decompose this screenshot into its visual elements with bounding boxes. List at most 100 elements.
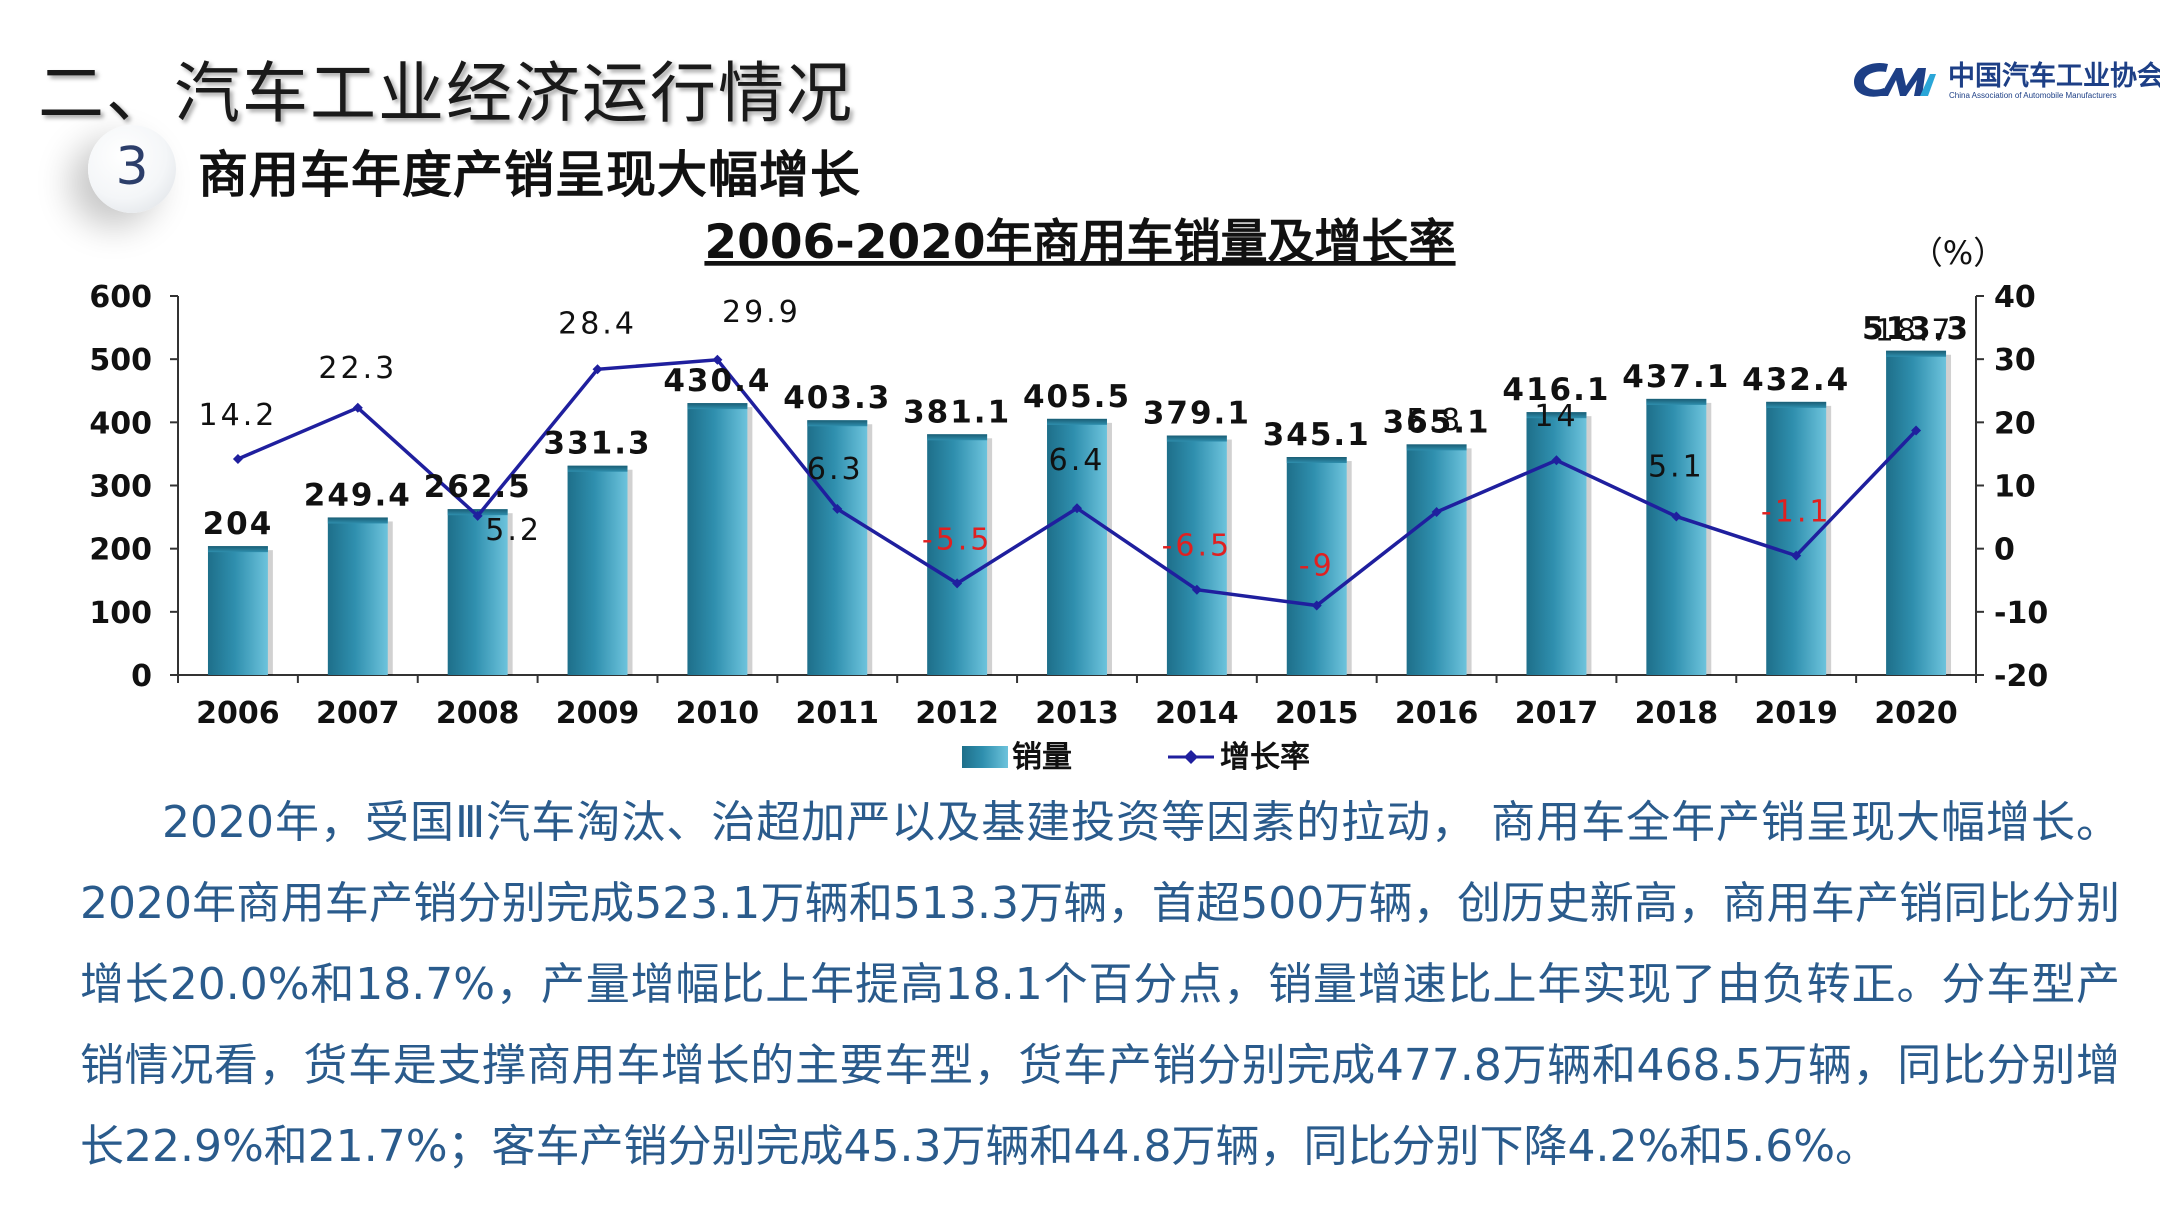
chart-title: 2006-2020年商用车销量及增长率 <box>704 215 1455 270</box>
data-labels: 204 249.4 262.5 331.3 430.4 403.3 381.1 405.5 37… <box>199 295 1970 584</box>
growth-rate-marker <box>352 402 363 413</box>
x-tick-label: 2008 <box>436 696 520 731</box>
growth-rate-label: 28.4 <box>558 306 637 341</box>
x-tick-label: 2013 <box>1035 696 1119 731</box>
right-axis-unit: （%） <box>1911 234 2005 272</box>
legend-marker-growth <box>1184 750 1198 764</box>
bar-cap <box>807 420 868 427</box>
bar-value-label: 432.4 <box>1742 362 1850 398</box>
growth-rate-label: 22.3 <box>318 351 397 386</box>
section-number: 3 <box>115 137 149 197</box>
bar-value-label: 331.3 <box>544 426 652 462</box>
legend-label-sales: 销量 <box>1012 740 1072 775</box>
cam-logo-icon <box>1854 62 1936 97</box>
section-heading: 商用车年度产销呈现大幅增长 <box>198 146 861 204</box>
growth-rate-marker <box>1311 600 1322 611</box>
left-tick-label: 500 <box>89 343 152 378</box>
right-tick-label: -10 <box>1994 596 2048 631</box>
bar <box>207 546 268 675</box>
bar <box>1166 435 1227 675</box>
bar-cap <box>1406 444 1467 451</box>
growth-rate-marker <box>952 578 963 589</box>
left-tick-label: 600 <box>89 280 152 315</box>
bar <box>1526 412 1587 675</box>
growth-rate-marker <box>592 364 603 375</box>
chart-axes: 0 100 200 300 400 500 600 -20 -10 0 10 20 30 40 2006 20… <box>89 280 2048 731</box>
x-tick-label: 2020 <box>1874 696 1958 731</box>
x-tick-label: 2006 <box>196 696 280 731</box>
bar-value-label: 513.3 <box>1862 311 1970 347</box>
line-series <box>232 354 1922 611</box>
bar-value-label: 345.1 <box>1263 417 1371 453</box>
x-tick-label: 2017 <box>1515 696 1599 731</box>
bar-value-label: 249.4 <box>304 477 412 513</box>
left-tick-label: 0 <box>131 659 152 694</box>
slide-title: 二、汽车工业经济运行情况 <box>38 55 854 132</box>
growth-rate-label: 18.7 <box>1875 314 1954 349</box>
left-tick-label: 400 <box>89 406 152 441</box>
growth-rate-marker <box>832 503 843 514</box>
x-tick-label: 2014 <box>1155 696 1239 731</box>
bar-value-label: 262.5 <box>424 469 532 505</box>
growth-rate-marker <box>1072 503 1082 514</box>
growth-rate-label: 29.9 <box>722 295 801 330</box>
bar-value-label: 437.1 <box>1622 359 1730 395</box>
body-paragraph: 2020年，受国Ⅲ汽车淘汰、治超加严以及基建投资等因素的拉动， 商用车全年产销呈… <box>80 797 2120 1172</box>
growth-rate-label: 5.2 <box>485 513 542 548</box>
right-tick-label: 0 <box>1994 533 2015 568</box>
bar-value-label: 365.1 <box>1383 404 1491 440</box>
growth-rate-marker <box>1551 455 1562 466</box>
x-tick-label: 2011 <box>796 696 880 731</box>
logo-name-en: China Association of Automobile Manufact… <box>1949 91 2117 100</box>
right-tick-label: 10 <box>1994 470 2036 505</box>
chart-legend: 销量 增长率 <box>962 740 1310 775</box>
growth-rate-marker <box>232 453 243 464</box>
logo-name-cn: 中国汽车工业协会 <box>1948 61 2160 92</box>
growth-rate-label: -1.1 <box>1761 495 1832 530</box>
bar-cap <box>567 465 628 472</box>
growth-rate-marker <box>1431 507 1442 518</box>
growth-rate-marker <box>1191 584 1202 595</box>
bar-cap <box>927 434 988 441</box>
x-tick-label: 2009 <box>556 696 640 731</box>
x-tick-label: 2016 <box>1395 696 1479 731</box>
bar-series <box>207 350 1952 675</box>
bar-cap <box>1646 398 1707 405</box>
bar <box>1047 418 1107 675</box>
x-tick-label: 2010 <box>676 696 760 731</box>
x-tick-label: 2018 <box>1635 696 1719 731</box>
bar <box>927 434 988 675</box>
sales-growth-chart: 2006-2020年商用车销量及增长率 （%） 0100200300400500… <box>89 215 2048 775</box>
right-tick-label: -20 <box>1994 659 2048 694</box>
bar-value-label: 430.4 <box>663 363 771 399</box>
x-tick-label: 2015 <box>1275 696 1359 731</box>
x-tick-label: 2012 <box>915 696 999 731</box>
legend-label-growth: 增长率 <box>1220 740 1310 775</box>
right-tick-label: 40 <box>1994 280 2036 315</box>
bar <box>1646 398 1707 675</box>
growth-rate-marker <box>1791 550 1802 561</box>
growth-rate-marker <box>712 354 723 365</box>
bar-value-label: 381.1 <box>903 394 1011 430</box>
growth-rate-marker <box>472 510 483 521</box>
bar-cap <box>687 403 748 410</box>
right-tick-label: 30 <box>1994 343 2036 378</box>
growth-rate-label: 5.1 <box>1648 449 1705 484</box>
left-tick-label: 200 <box>89 533 152 568</box>
legend-swatch-sales <box>962 746 1008 768</box>
growth-rate-label: 6.3 <box>807 452 864 487</box>
x-tick-label: 2007 <box>316 696 400 731</box>
bar <box>1886 350 1947 675</box>
bar <box>1286 457 1347 675</box>
growth-rate-label: 5.8 <box>1406 403 1463 438</box>
x-tick-label: 2019 <box>1754 696 1838 731</box>
left-tick-label: 300 <box>89 470 152 505</box>
bar-value-label: 405.5 <box>1023 379 1131 415</box>
growth-rate-label: -9 <box>1299 549 1335 584</box>
bar <box>327 517 388 675</box>
section-number-badge: 3 <box>88 125 176 213</box>
growth-rate-label: 14.2 <box>199 398 278 433</box>
growth-rate-marker <box>1911 425 1922 436</box>
bar <box>807 420 868 675</box>
bar-cap <box>327 517 388 524</box>
